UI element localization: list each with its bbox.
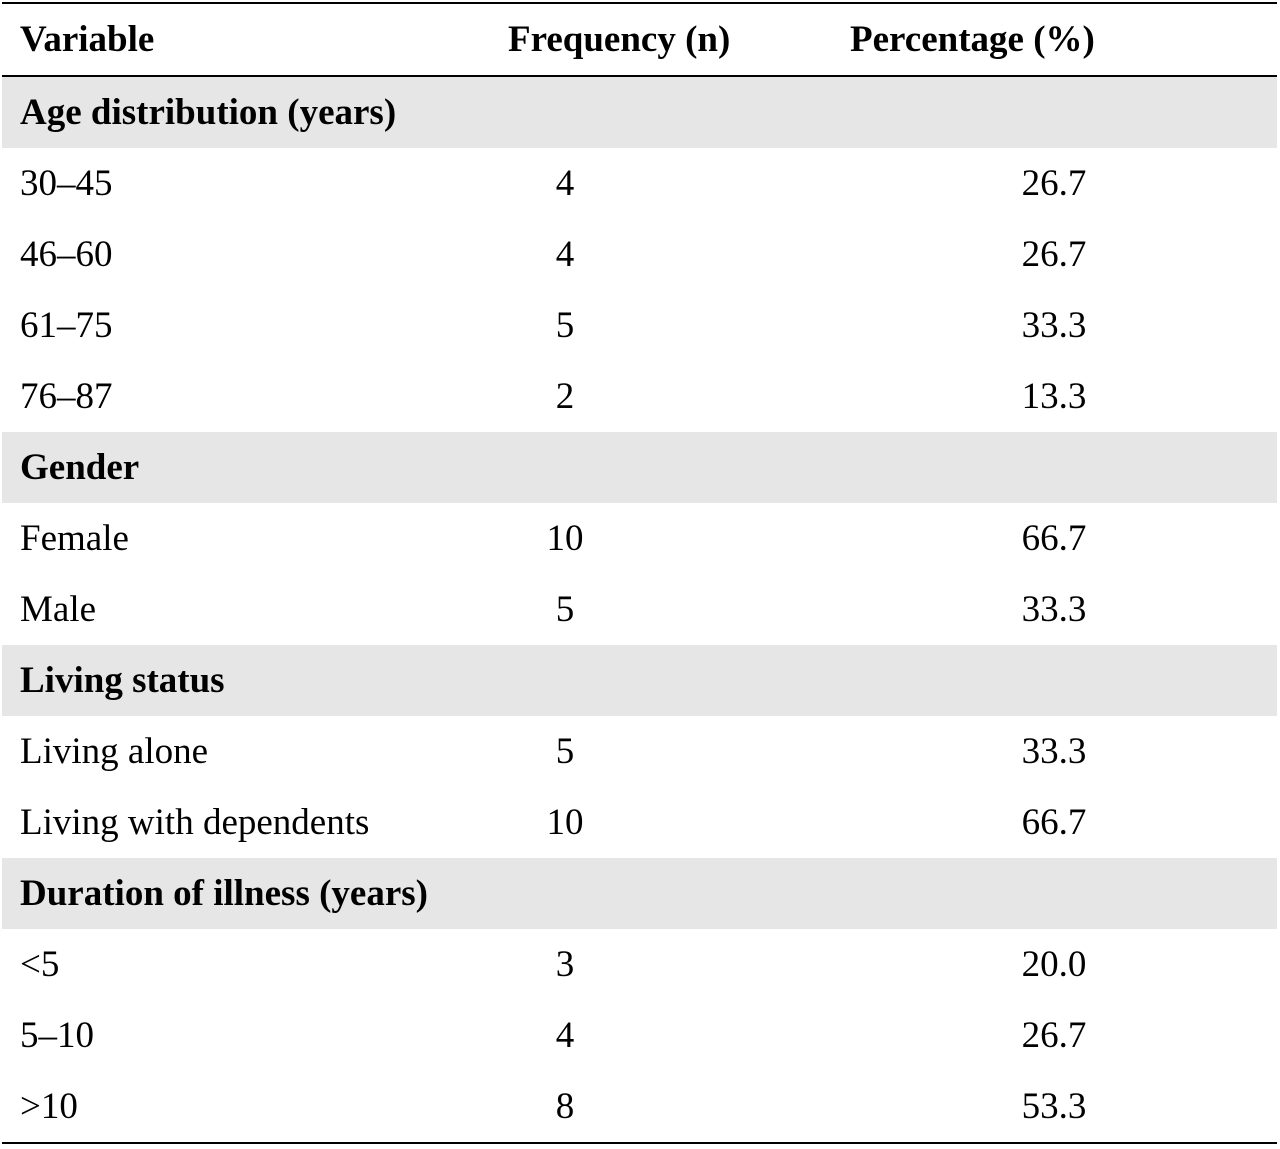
section-row-duration: Duration of illness (years) (2, 858, 1277, 929)
row-label: Living alone (20, 731, 209, 772)
row-percentage: 66.7 (1021, 518, 1087, 559)
row-frequency: 2 (555, 376, 575, 417)
section-title: Age distribution (years) (20, 92, 397, 133)
row-frequency: 4 (555, 1015, 575, 1056)
row-percentage: 26.7 (1021, 163, 1087, 204)
row-label: 5–10 (20, 1015, 94, 1056)
table-row: 5–10 4 26.7 (2, 1000, 1277, 1071)
header-percentage: Percentage (%) (850, 19, 1095, 60)
row-percentage: 33.3 (1021, 731, 1087, 772)
row-percentage: 13.3 (1021, 376, 1087, 417)
section-row-living-status: Living status (2, 645, 1277, 716)
row-label: Male (20, 589, 97, 630)
row-frequency: 4 (555, 234, 575, 275)
table-row: Living alone 5 33.3 (2, 716, 1277, 787)
section-title: Gender (20, 447, 140, 488)
row-percentage: 33.3 (1021, 589, 1087, 630)
row-label: 76–87 (20, 376, 113, 417)
row-frequency: 5 (555, 305, 575, 346)
row-label: >10 (20, 1086, 78, 1127)
top-rule (2, 2, 1277, 4)
section-row-gender: Gender (2, 432, 1277, 503)
row-frequency: 10 (546, 518, 584, 559)
row-frequency: 3 (555, 944, 575, 985)
row-label: 46–60 (20, 234, 113, 275)
row-frequency: 5 (555, 589, 575, 630)
section-title: Duration of illness (years) (20, 873, 428, 914)
table-row: 46–60 4 26.7 (2, 219, 1277, 290)
header-frequency: Frequency (n) (508, 19, 731, 60)
table-row: <5 3 20.0 (2, 929, 1277, 1000)
row-percentage: 26.7 (1021, 234, 1087, 275)
table-row: Male 5 33.3 (2, 574, 1277, 645)
row-label: Living with dependents (20, 802, 370, 843)
row-frequency: 4 (555, 163, 575, 204)
row-percentage: 33.3 (1021, 305, 1087, 346)
table-row: Living with dependents 10 66.7 (2, 787, 1277, 858)
table-row: 30–45 4 26.7 (2, 148, 1277, 219)
bottom-rule (2, 1142, 1277, 1144)
table-row: >10 8 53.3 (2, 1071, 1277, 1142)
table-row: 76–87 2 13.3 (2, 361, 1277, 432)
row-frequency: 8 (555, 1086, 575, 1127)
row-frequency: 5 (555, 731, 575, 772)
section-title: Living status (20, 660, 225, 701)
row-percentage: 26.7 (1021, 1015, 1087, 1056)
row-label: 61–75 (20, 305, 113, 346)
row-percentage: 66.7 (1021, 802, 1087, 843)
table-row: 61–75 5 33.3 (2, 290, 1277, 361)
header-variable: Variable (20, 19, 155, 60)
row-percentage: 53.3 (1021, 1086, 1087, 1127)
row-percentage: 20.0 (1021, 944, 1087, 985)
table-row: Female 10 66.7 (2, 503, 1277, 574)
header-row: Variable Frequency (n) Percentage (%) (2, 4, 1277, 77)
row-label: <5 (20, 944, 60, 985)
row-label: Female (20, 518, 129, 559)
row-label: 30–45 (20, 163, 113, 204)
row-frequency: 10 (546, 802, 584, 843)
section-row-age: Age distribution (years) (2, 77, 1277, 148)
